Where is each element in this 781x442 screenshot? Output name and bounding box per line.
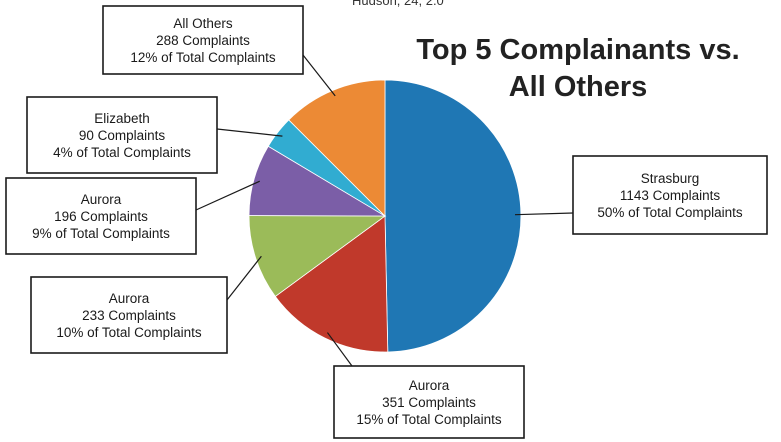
- slice-label-percent-3: 9% of Total Complaints: [32, 226, 170, 241]
- slice-label-name-3: Aurora: [81, 192, 122, 207]
- slice-label-percent-4: 4% of Total Complaints: [53, 145, 191, 160]
- slice-label-box-2: [30, 276, 228, 354]
- slice-label-count-2: 233 Complaints: [82, 308, 176, 323]
- slice-label-2: Aurora 233 Complaints 10% of Total Complai…: [30, 276, 228, 354]
- pie-slice-5: [288, 79, 386, 217]
- slice-label-percent-2: 10% of Total Complaints: [56, 325, 202, 340]
- slice-label-box-1: [333, 365, 525, 439]
- slice-label-5: All Others 288 Complaints 12% of Total Com…: [102, 5, 304, 75]
- chart-title-line-1: Top 5 Complainants vs.: [416, 34, 739, 66]
- slice-label-4: Elizabeth 90 Complaints 4% of Total Compla…: [26, 96, 218, 174]
- leader-line-3: [195, 180, 260, 211]
- leader-line-2: [226, 255, 262, 301]
- leader-line-0: [514, 212, 574, 216]
- slice-label-count-1: 351 Complaints: [382, 395, 476, 410]
- pie-slice-2: [248, 215, 387, 297]
- slice-label-0: Strasburg 1143 Complaints 50% of Total Com…: [572, 155, 768, 235]
- slice-labels: Strasburg 1143 Complaints 50% of Total Com…: [5, 5, 768, 439]
- slice-label-1: Aurora 351 Complaints 15% of Total Complai…: [333, 365, 525, 439]
- leader-line-1: [326, 332, 353, 367]
- top-partial-text: Hudson, 24, 2.0: [352, 0, 444, 8]
- slice-label-count-0: 1143 Complaints: [620, 188, 721, 203]
- slice-label-box-0: [572, 155, 768, 235]
- slice-label-percent-1: 15% of Total Complaints: [356, 412, 502, 427]
- leader-line-4: [216, 128, 283, 137]
- slice-label-name-1: Aurora: [409, 378, 450, 393]
- slice-label-count-4: 90 Complaints: [79, 128, 166, 143]
- pie-slices: [248, 79, 522, 353]
- slice-label-count-3: 196 Complaints: [54, 209, 148, 224]
- pie-slice-0: [384, 79, 522, 353]
- slice-label-name-0: Strasburg: [641, 171, 700, 186]
- pie-slice-1: [274, 215, 389, 353]
- slice-label-percent-0: 50% of Total Complaints: [597, 205, 743, 220]
- slice-label-count-5: 288 Complaints: [156, 33, 250, 48]
- leader-line-5: [302, 54, 336, 97]
- slice-label-box-5: [102, 5, 304, 75]
- slice-label-name-4: Elizabeth: [94, 111, 150, 126]
- chart-title-line-2: All Others: [509, 71, 648, 103]
- slice-label-name-5: All Others: [173, 16, 233, 31]
- slice-label-3: Aurora 196 Complaints 9% of Total Complain…: [5, 177, 197, 255]
- leader-lines: [195, 54, 574, 367]
- slice-label-box-4: [26, 96, 218, 174]
- slice-label-name-2: Aurora: [109, 291, 150, 306]
- slice-label-percent-5: 12% of Total Complaints: [130, 50, 276, 65]
- slice-label-box-3: [5, 177, 197, 255]
